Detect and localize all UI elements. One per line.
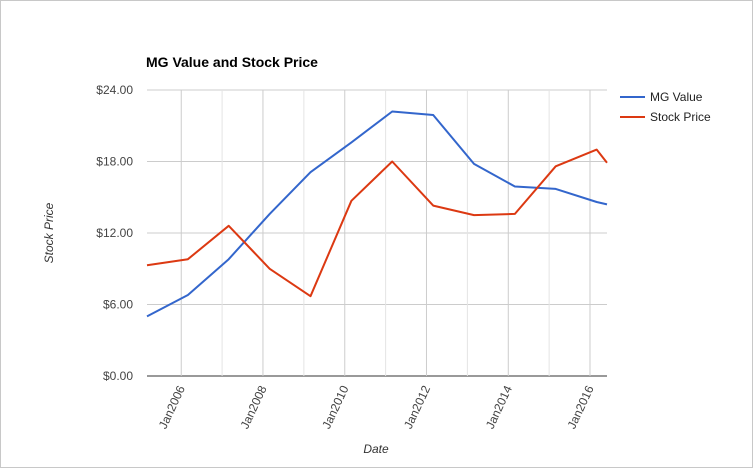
series-line-stock-price (146, 148, 608, 298)
chart-title: MG Value and Stock Price (146, 54, 318, 70)
legend: MG Value Stock Price (620, 90, 711, 124)
y-tick-labels: $0.00 $6.00 $12.00 $18.00 $24.00 (96, 83, 133, 383)
x-tick-label: Jan2006 (156, 383, 188, 431)
series-layer (146, 110, 608, 318)
y-tick-label: $0.00 (103, 369, 133, 383)
x-tick-labels: Jan2006 Jan2008 Jan2010 Jan2012 Jan2014 Jan20… (156, 383, 597, 431)
series-line-mg-value (146, 110, 608, 318)
legend-label: Stock Price (650, 110, 711, 124)
x-tick-label: Jan2008 (238, 383, 270, 431)
y-tick-label: $6.00 (103, 298, 133, 312)
y-tick-label: $24.00 (96, 83, 133, 97)
x-tick-label: Jan2016 (565, 383, 597, 431)
y-tick-label: $12.00 (96, 226, 133, 240)
x-tick-label: Jan2012 (401, 383, 433, 431)
y-axis-label: Stock Price (42, 202, 56, 263)
x-axis-label: Date (363, 442, 389, 456)
x-tick-label: Jan2010 (319, 383, 351, 431)
horizontal-gridlines (147, 89, 607, 377)
x-tick-label: Jan2014 (483, 383, 515, 431)
vertical-gridlines (180, 90, 591, 376)
y-tick-label: $18.00 (96, 155, 133, 169)
legend-label: MG Value (650, 90, 703, 104)
